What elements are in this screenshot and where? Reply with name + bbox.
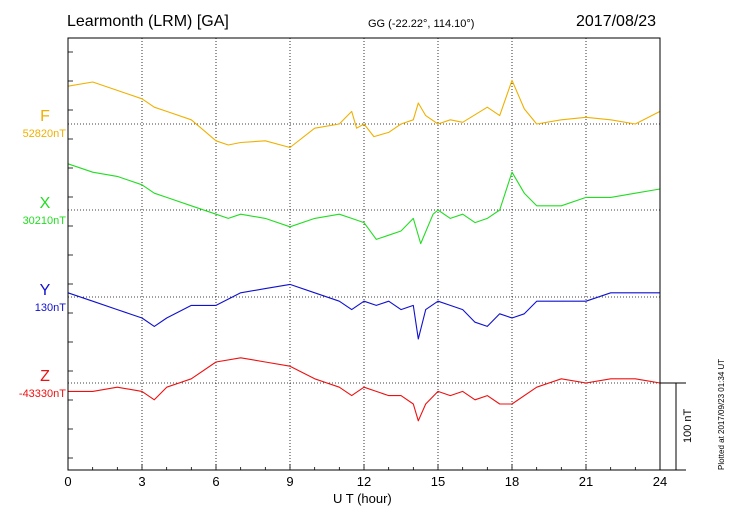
date-label: 2017/08/23 bbox=[576, 13, 657, 30]
station-coords: GG (-22.22°, 114.10°) bbox=[368, 18, 475, 30]
channel-z-base: -43330nT bbox=[18, 388, 66, 400]
x-tick-label: 21 bbox=[578, 474, 594, 489]
scale-bar bbox=[660, 382, 686, 471]
channel-f-base: 52820nT bbox=[22, 128, 66, 140]
series-line-y bbox=[67, 283, 660, 340]
channel-f-name: F bbox=[40, 108, 50, 125]
x-tick-label: 9 bbox=[286, 474, 294, 489]
series-line-f bbox=[67, 79, 661, 149]
x-axis-label: U T (hour) bbox=[333, 491, 392, 506]
channel-y-base: 130nT bbox=[34, 302, 66, 314]
series-line-x bbox=[67, 163, 661, 245]
channel-z-name: Z bbox=[40, 368, 50, 385]
x-tick-label: 15 bbox=[430, 474, 446, 489]
x-tick-label: 0 bbox=[64, 474, 72, 489]
plotted-timestamp: Plotted at 2017/09/23 01:34 UT bbox=[717, 358, 726, 470]
series-line-z bbox=[68, 357, 661, 422]
series-lines bbox=[67, 79, 661, 422]
channel-x-name: X bbox=[39, 195, 51, 212]
grid bbox=[67, 38, 661, 470]
station-title: Learmonth (LRM) [GA] bbox=[67, 13, 229, 30]
x-tick-label: 18 bbox=[504, 474, 520, 489]
x-tick-label: 24 bbox=[652, 474, 668, 489]
x-tick-label: 3 bbox=[138, 474, 146, 489]
channel-y-name: Y bbox=[39, 282, 51, 299]
channel-x-base: 30210nT bbox=[22, 215, 66, 227]
plot-frame bbox=[67, 37, 661, 471]
scale-label: 100 nT bbox=[682, 408, 694, 443]
x-tick-label: 12 bbox=[356, 474, 372, 489]
x-tick-label: 6 bbox=[212, 474, 220, 489]
